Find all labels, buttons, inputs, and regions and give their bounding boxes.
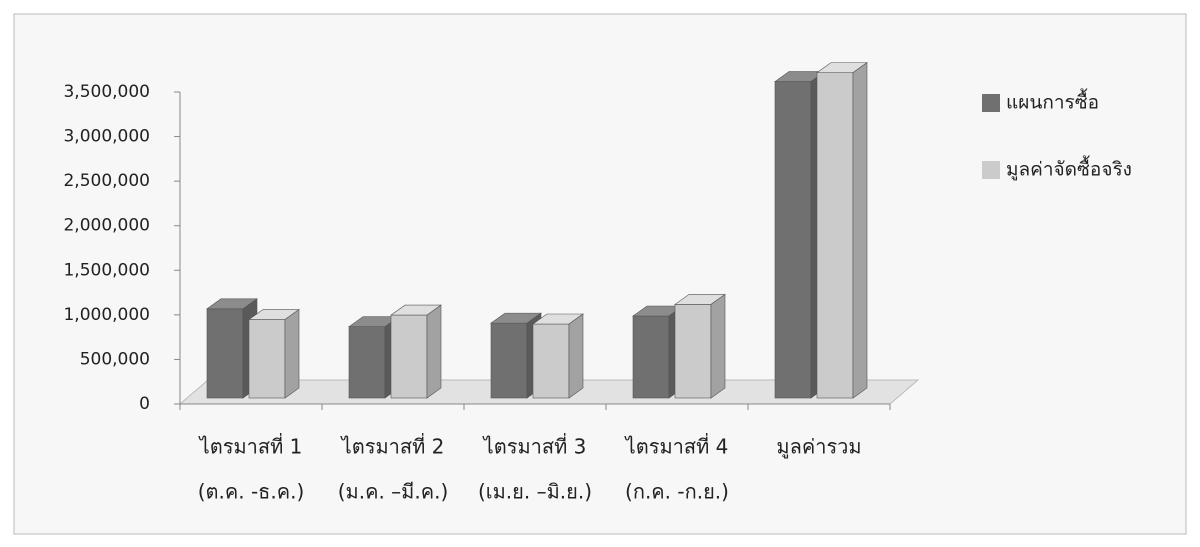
bar-front (632, 315, 670, 399)
x-tick-label: (ม.ค. –มี.ค.) (338, 480, 449, 504)
x-tick-label: ไตรมาสที่ 4 (624, 433, 729, 459)
x-tick-label: มูลค่ารวม (776, 435, 861, 460)
x-tick-label: ไตรมาสที่ 3 (482, 433, 587, 459)
y-tick-label: 2,500,000 (63, 171, 150, 191)
bar-side (284, 308, 300, 399)
y-tick-label: 0 (139, 394, 150, 414)
bar-side (852, 62, 868, 399)
x-tick-label: (ก.ค. -ก.ย.) (625, 480, 729, 504)
legend-swatch (982, 94, 1000, 112)
bar-front (774, 81, 812, 399)
x-tick-label: ไตรมาสที่ 2 (340, 433, 445, 459)
bar-front (390, 314, 428, 399)
y-tick-label: 1,500,000 (63, 260, 150, 280)
bar-side (568, 313, 584, 399)
legend-swatch (982, 161, 1000, 179)
bar-side (710, 293, 726, 399)
bar-front (816, 72, 854, 399)
bar-front (248, 319, 286, 399)
y-tick-label: 1,000,000 (63, 305, 150, 325)
x-tick-label: (ต.ค. -ธ.ค.) (198, 480, 305, 504)
legend-label: แผนการซื้อ (1006, 89, 1099, 114)
bar-front (490, 322, 528, 399)
y-tick-label: 3,000,000 (63, 127, 150, 147)
bar-front (206, 308, 244, 399)
y-tick-label: 3,500,000 (63, 82, 150, 102)
bar-front (532, 323, 570, 399)
bar-front (348, 326, 386, 399)
x-tick-label: ไตรมาสที่ 1 (198, 433, 303, 459)
x-tick-label: (เม.ย. –มิ.ย.) (478, 480, 592, 504)
y-tick-label: 2,000,000 (63, 216, 150, 236)
bar-front (674, 304, 712, 399)
bar-side (426, 304, 442, 399)
y-tick-label: 500,000 (80, 349, 150, 369)
legend-label: มูลค่าจัดซื้อจริง (1006, 156, 1132, 181)
